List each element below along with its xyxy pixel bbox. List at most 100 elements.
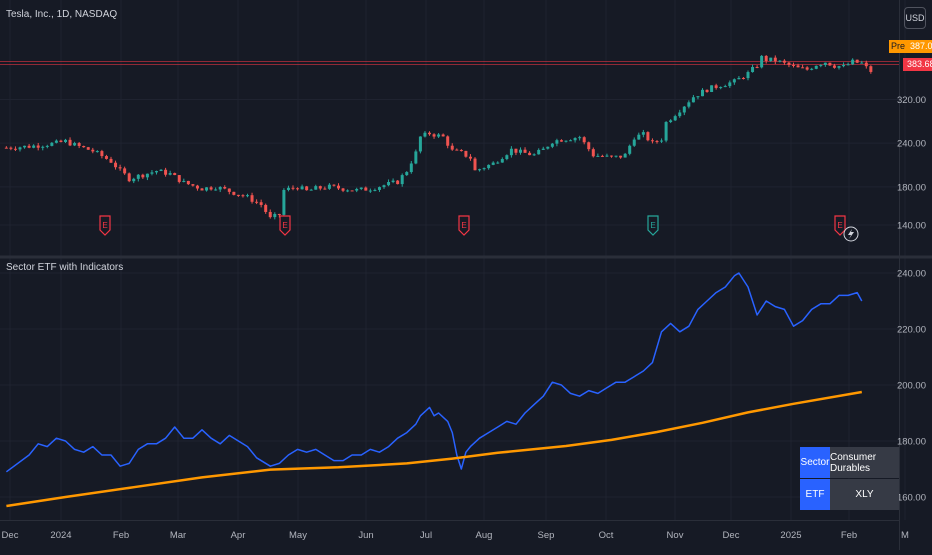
earnings-badge-label: E xyxy=(282,221,287,230)
earnings-badge-label: E xyxy=(650,221,655,230)
candle-body xyxy=(273,213,277,218)
candle-body xyxy=(509,148,513,156)
candle-body xyxy=(164,169,168,175)
symbol-title[interactable]: Tesla, Inc., 1D, NASDAQ xyxy=(6,9,117,20)
earnings-badge-label: E xyxy=(102,221,107,230)
earnings-marker[interactable]: E xyxy=(458,215,470,236)
indicator-title[interactable]: Sector ETF with Indicators xyxy=(6,262,123,273)
candle-body xyxy=(468,156,472,159)
indicator-lines xyxy=(5,272,863,508)
candle-body xyxy=(660,140,664,142)
time-tick-label: 2024 xyxy=(50,530,71,541)
candle-body xyxy=(714,85,718,88)
currency-button[interactable]: USD xyxy=(904,7,926,29)
candle-body xyxy=(805,67,809,70)
candle-body xyxy=(387,182,391,186)
candle-body xyxy=(155,171,158,173)
candle-body xyxy=(337,185,340,189)
table-value-sector: Consumer Durables xyxy=(830,447,899,478)
earnings-marker[interactable]: E xyxy=(99,215,111,236)
time-tick-label: Nov xyxy=(667,530,684,541)
candle-body xyxy=(396,180,400,185)
candle-body xyxy=(446,136,450,146)
candle-body xyxy=(9,147,13,149)
candle-body xyxy=(869,66,873,72)
price-tick-label: 140.00 xyxy=(897,221,926,232)
candle-body xyxy=(50,142,54,146)
time-tick-label: Feb xyxy=(113,530,129,541)
candle-body xyxy=(555,140,559,144)
candle-body xyxy=(701,89,704,97)
earnings-marker[interactable]: E xyxy=(834,215,846,236)
candle-body xyxy=(810,68,814,70)
candle-body xyxy=(582,137,586,143)
candle-body xyxy=(755,67,759,69)
candle-body xyxy=(691,97,695,103)
candle-body xyxy=(59,140,63,142)
earnings-badge-shape xyxy=(279,215,291,236)
candle-body xyxy=(664,122,668,141)
candle-body xyxy=(127,173,131,182)
candle-body xyxy=(268,211,272,218)
candle-body xyxy=(241,195,245,197)
candle-body xyxy=(437,134,441,137)
candle-body xyxy=(32,145,36,148)
earnings-badge-label: E xyxy=(837,221,842,230)
candle-body xyxy=(846,64,850,66)
candle-body xyxy=(200,188,204,191)
candle-body xyxy=(814,65,818,69)
candle-body xyxy=(432,134,436,137)
candle-body xyxy=(232,191,236,195)
candle-body xyxy=(828,62,832,66)
candle-body xyxy=(323,188,327,190)
candle-body xyxy=(255,201,259,203)
candle-body xyxy=(191,184,195,186)
candle-body xyxy=(223,186,227,189)
candle-body xyxy=(73,143,77,146)
candle-body xyxy=(578,137,582,139)
candle-body xyxy=(519,149,522,153)
indicator-tick-label: 160.00 xyxy=(897,493,926,504)
candle-body xyxy=(327,184,331,189)
candle-body xyxy=(832,65,836,68)
candle-body xyxy=(614,155,618,157)
candle-body xyxy=(705,89,709,92)
candle-body xyxy=(696,96,700,98)
candle-body xyxy=(619,155,623,158)
candle-body xyxy=(309,189,313,191)
candle-body xyxy=(669,120,673,123)
candle-body xyxy=(541,148,545,150)
candle-body xyxy=(414,151,418,164)
candle-body xyxy=(118,167,122,169)
candle-body xyxy=(796,65,800,68)
earnings-marker[interactable]: E xyxy=(279,215,291,236)
earnings-marker[interactable]: E xyxy=(647,215,659,236)
candle-body xyxy=(564,140,568,142)
price-tick-label: 180.00 xyxy=(897,182,926,193)
moving-average-line xyxy=(6,390,863,508)
time-tick-label: Oct xyxy=(599,530,614,541)
candle-body xyxy=(114,162,118,168)
candle-body xyxy=(291,187,295,189)
candle-body xyxy=(236,194,240,196)
candle-body xyxy=(195,185,199,189)
candle-body xyxy=(68,139,72,146)
candle-body xyxy=(27,145,31,148)
candle-body xyxy=(282,189,286,215)
candle-body xyxy=(751,67,755,73)
candle-body xyxy=(264,204,268,212)
candle-body xyxy=(632,139,636,146)
candle-body xyxy=(860,62,864,64)
lightning-icon[interactable] xyxy=(843,226,859,242)
candle-body xyxy=(764,55,768,62)
candle-body xyxy=(487,164,491,169)
time-tick-label: Dec xyxy=(2,530,19,541)
candle-body xyxy=(837,66,841,68)
candle-body xyxy=(496,162,500,164)
candle-body xyxy=(91,149,95,152)
candle-body xyxy=(136,174,140,179)
price-axis-labels: 140.00 180.00 240.00 320.00 xyxy=(897,95,926,231)
grid xyxy=(0,0,906,520)
table-label-etf: ETF xyxy=(800,479,830,510)
